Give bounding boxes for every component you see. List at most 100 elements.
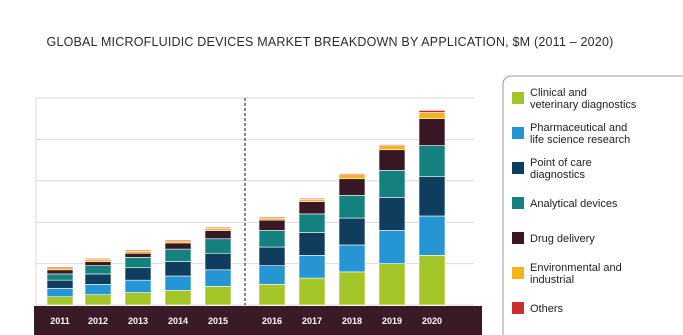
bar-segment	[204, 269, 232, 287]
bar-segment	[84, 283, 112, 295]
x-tick-label: 2011	[50, 316, 70, 326]
legend-swatch	[512, 162, 524, 174]
bar-segment	[124, 279, 152, 293]
legend-swatch	[512, 127, 524, 139]
bar-segment	[204, 286, 232, 306]
legend-box	[502, 75, 683, 335]
bars	[46, 110, 446, 306]
bar-segment	[258, 246, 286, 266]
bar-segment	[298, 232, 326, 256]
bar-segment	[84, 261, 112, 266]
bar-segment	[46, 288, 74, 298]
x-tick-label: 2012	[88, 316, 108, 326]
bar-segment	[298, 198, 326, 200]
bar-segment	[124, 257, 152, 269]
bar-segment	[124, 252, 152, 258]
bar-segment	[418, 145, 446, 177]
x-tick-label: 2018	[342, 316, 362, 326]
legend-swatch	[512, 92, 524, 104]
bar-segment	[418, 112, 446, 119]
bar-segment	[84, 294, 112, 306]
bar-segment	[338, 178, 366, 196]
legend: Clinical and veterinary diagnostics Pharma…	[512, 87, 637, 315]
bar-segment	[124, 249, 152, 252]
bar-segment	[338, 271, 366, 306]
legend-swatch	[512, 267, 524, 279]
bar-segment	[46, 296, 74, 306]
legend-swatch	[512, 232, 524, 244]
bar-segment	[298, 201, 326, 215]
x-tick-label: 2013	[128, 316, 148, 326]
bar-segment	[84, 259, 112, 262]
legend-swatch	[512, 197, 524, 209]
bar-segment	[204, 227, 232, 229]
x-tick-label: 2015	[208, 316, 228, 326]
bar-segment	[378, 145, 406, 151]
bar-segment	[378, 170, 406, 198]
bar-segment	[258, 230, 286, 248]
bar-segment	[84, 258, 112, 260]
legend-label: Others	[530, 303, 564, 315]
legend-label: Point of care diagnostics	[530, 157, 592, 181]
bar-segment	[418, 255, 446, 306]
legend-label: Analytical devices	[530, 198, 618, 210]
bar-segment	[418, 118, 446, 146]
x-tick-label: 2016	[262, 316, 282, 326]
bar-segment	[46, 269, 74, 275]
bar-segment	[298, 213, 326, 233]
bar-segment	[204, 230, 232, 240]
bar-segment	[378, 144, 406, 146]
bar-segment	[418, 176, 446, 217]
legend-label: Drug delivery	[530, 233, 595, 245]
bar-segment	[418, 110, 446, 113]
x-axis: 2011 2012 2013 2014 2015 2016 2017 2018 2019 2020	[34, 306, 482, 335]
bar-segment	[164, 242, 192, 250]
x-tick-label: 2019	[382, 316, 402, 326]
bar-segment	[46, 279, 74, 289]
bar-segment	[46, 266, 74, 269]
bar-segment	[258, 265, 286, 285]
bar-segment	[338, 244, 366, 273]
bar-segment	[338, 174, 366, 180]
bar-segment	[124, 250, 152, 254]
bar-segment	[338, 217, 366, 246]
bar-segment	[258, 219, 286, 231]
bar-segment	[378, 263, 406, 306]
bar-segment	[298, 255, 326, 279]
legend-label: Clinical and veterinary diagnostics	[530, 87, 637, 111]
bar-segment	[298, 277, 326, 306]
bar-segment	[418, 215, 446, 256]
bar-segment	[204, 238, 232, 254]
bar-segment	[298, 199, 326, 202]
bar-segment	[164, 248, 192, 262]
x-tick-label: 2017	[302, 316, 322, 326]
bar-segment	[338, 173, 366, 175]
bar-segment	[338, 194, 366, 219]
x-axis-band	[34, 306, 482, 335]
bar-segment	[378, 230, 406, 264]
legend-label: Pharmaceutical and life science research	[530, 122, 630, 146]
bar-segment	[124, 267, 152, 281]
bar-segment	[124, 292, 152, 306]
bar-segment	[258, 217, 286, 221]
legend-label: Environmental and industrial	[530, 262, 622, 286]
bar-segment	[84, 265, 112, 275]
bar-segment	[46, 267, 74, 271]
bar-segment	[164, 275, 192, 291]
bar-segment	[84, 273, 112, 285]
bar-segment	[378, 149, 406, 171]
bar-segment	[378, 197, 406, 231]
bar-segment	[204, 228, 232, 231]
bar-segment	[258, 216, 286, 219]
bar-segment	[164, 290, 192, 306]
x-tick-label: 2014	[168, 316, 188, 326]
bar-segment	[258, 283, 286, 306]
bar-segment	[46, 273, 74, 281]
chart-title: GLOBAL MICROFLUIDIC DEVICES MARKET BREAK…	[47, 35, 614, 49]
bar-segment	[164, 240, 192, 244]
bar-segment	[204, 252, 232, 271]
bar-segment	[164, 239, 192, 242]
legend-swatch	[512, 302, 524, 314]
bar-segment	[164, 261, 192, 277]
